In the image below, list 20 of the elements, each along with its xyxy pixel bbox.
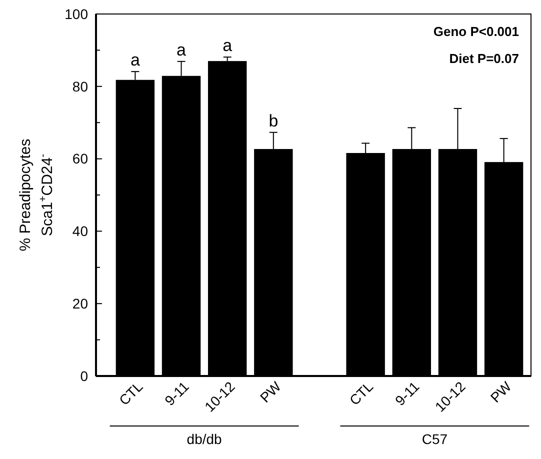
text: db/db <box>186 431 222 447</box>
x-tick-label: 9-11 <box>392 378 422 409</box>
y-tick-label: 80 <box>72 78 88 94</box>
x-tick-label: PW <box>487 378 515 406</box>
text: C57 <box>422 431 448 447</box>
x-tick-label: 9-11 <box>161 378 192 409</box>
annotation: Geno P<0.001 <box>433 24 519 39</box>
y-tick-label: 60 <box>72 150 88 167</box>
annotation: Diet P=0.07 <box>449 51 519 66</box>
data-label: a <box>176 40 187 60</box>
x-tick-label: CTL <box>346 378 376 408</box>
data-label: a <box>130 50 140 70</box>
x-tick-label: CTL <box>116 378 146 408</box>
y-tick-label: 40 <box>72 223 88 240</box>
y-tick-label: 0 <box>80 368 88 384</box>
data-label: a <box>222 36 233 56</box>
data-label: b <box>268 111 278 130</box>
x-tick-label: PW <box>256 378 285 406</box>
y-tick-label: 20 <box>72 296 88 312</box>
y-tick-label: 100 <box>64 6 88 22</box>
